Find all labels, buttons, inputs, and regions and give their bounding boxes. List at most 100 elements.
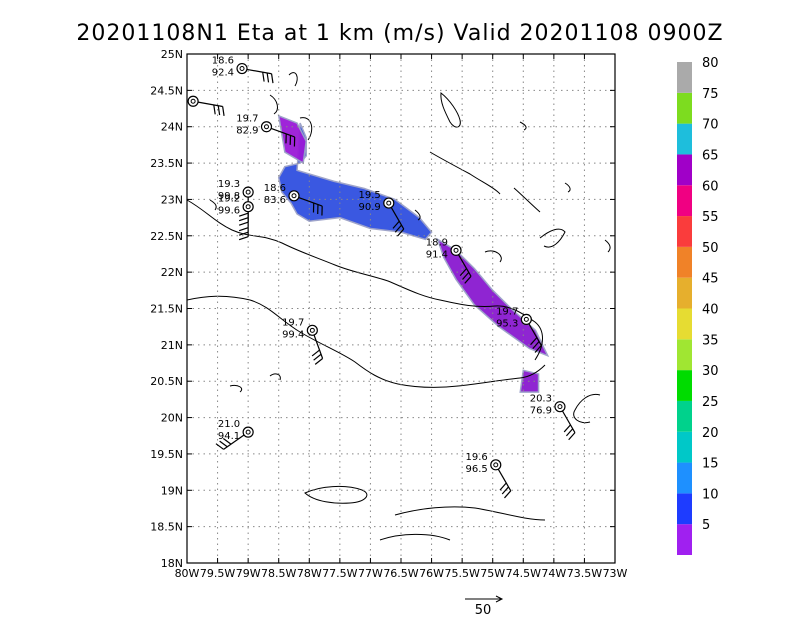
station-observations: 18.692.419.782.919.399.819.299.618.683.6… <box>187 56 576 499</box>
tick-label-y: 21.5N <box>150 303 183 316</box>
station-humidity: 99.8 <box>218 191 240 202</box>
tick-label-y: 24N <box>161 121 183 134</box>
tick-label-x: 80W <box>175 567 200 580</box>
wind-barb-feather <box>219 440 228 448</box>
colorbar-bin <box>677 493 692 525</box>
station-temperature: 19.6 <box>466 452 488 463</box>
station-humidity: 99.6 <box>218 206 240 217</box>
station-humidity: 95.3 <box>496 318 518 329</box>
station-circle-inner <box>245 204 251 210</box>
wind-swath-area <box>277 114 308 165</box>
station-circle-inner <box>245 189 251 195</box>
station-circle-inner <box>523 316 529 322</box>
station-marker <box>187 95 225 116</box>
station-marker: 19.299.6 <box>218 194 254 241</box>
wind-barb-feather <box>568 432 576 441</box>
station-marker: 19.590.9 <box>359 190 405 237</box>
wind-barb-feather <box>394 224 402 233</box>
station-humidity: 76.9 <box>530 406 552 417</box>
colorbar-label: 30 <box>702 364 719 379</box>
tick-label-x: 79.5W <box>200 567 235 580</box>
colorbar-bin <box>677 462 692 494</box>
tick-label-x: 78.5W <box>261 567 296 580</box>
wind-barb-feather <box>499 482 507 491</box>
coastline-segment <box>604 239 611 253</box>
station-circle-outer <box>520 313 532 326</box>
colorbar-bin <box>677 308 692 340</box>
tick-label-y: 22N <box>161 266 183 279</box>
wind-barb-feather <box>534 344 542 353</box>
colorbar-bin <box>677 370 692 401</box>
station-circle-outer <box>242 186 254 198</box>
station-marker: 19.696.5 <box>466 452 512 499</box>
wind-barb-feather <box>238 217 249 222</box>
tick-label-x: 75W <box>480 567 505 580</box>
station-marker: 19.782.9 <box>236 114 296 147</box>
colorbar: 5 10 15 20 25 30 35 40 45 50 55 60 65 70 75 80 <box>677 56 719 555</box>
colorbar-bin <box>677 524 692 555</box>
coastline-segment <box>394 506 546 521</box>
coastlines <box>186 72 611 541</box>
colorbar-label: 65 <box>702 148 719 163</box>
tick-label-x: 77W <box>358 567 383 580</box>
station-circle-outer <box>242 201 254 213</box>
wind-barb-feather <box>501 486 509 495</box>
tick-label-x: 76.5W <box>383 567 418 580</box>
colorbar-label: 45 <box>702 272 719 287</box>
station-humidity: 90.9 <box>359 202 381 213</box>
reference-vector: 50 <box>465 595 504 618</box>
coastline-segment <box>539 228 566 248</box>
coastline-segment <box>288 72 298 87</box>
wind-barb-feather <box>266 72 270 83</box>
coastline-segment <box>229 385 243 393</box>
colorbar-label: 10 <box>702 487 719 502</box>
station-circle-outer <box>554 401 566 413</box>
wind-barb-feather <box>238 212 249 217</box>
station-temperature: 21.0 <box>218 419 240 430</box>
colorbar-bin <box>677 123 692 155</box>
wind-barb-feather <box>238 231 249 236</box>
colorbar-bin <box>677 339 692 371</box>
coastline-segment <box>304 485 368 504</box>
colorbar-label: 50 <box>702 241 719 256</box>
tick-label-x: 78W <box>297 567 322 580</box>
tick-label-y: 23N <box>161 193 183 206</box>
longitude-ticks: 80W 79.5W 79W 78.5W 78W 77.5W 77W 76.5W 76W 75.5W… <box>175 54 628 580</box>
colorbar-label: 20 <box>702 426 719 441</box>
figure-title: 20201108N1 Eta at 1 km (m/s) Valid 20201… <box>76 21 723 46</box>
station-circle-inner <box>245 429 251 435</box>
station-humidity: 92.4 <box>212 68 234 79</box>
wind-barb-feather <box>462 272 470 280</box>
station-circle-inner <box>263 124 269 130</box>
tick-label-x: 73W <box>603 567 628 580</box>
wind-barb-feather <box>215 443 224 450</box>
wind-barb-shaft <box>246 68 272 75</box>
station-temperature: 20.3 <box>530 394 552 405</box>
wind-swath-area <box>436 237 550 358</box>
wind-barb-shaft <box>313 334 324 359</box>
tick-label-x: 73.5W <box>567 567 602 580</box>
wind-barb-feather <box>213 104 216 115</box>
wind-barb-feather <box>311 349 320 357</box>
coastline-segment <box>440 92 461 128</box>
colorbar-label: 75 <box>702 87 719 102</box>
station-circle-outer <box>187 95 199 107</box>
colorbar-bin <box>677 431 692 463</box>
wind-barb-feather <box>262 72 265 82</box>
colorbar-bin <box>677 185 692 217</box>
reference-vector-label: 50 <box>475 603 492 618</box>
tick-label-x: 79W <box>236 567 261 580</box>
colorbar-bin <box>677 277 692 309</box>
colorbar-label: 55 <box>702 210 719 225</box>
station-marker: 20.376.9 <box>530 394 576 441</box>
tick-label-y: 20N <box>161 412 183 425</box>
station-temperature: 18.6 <box>212 56 234 67</box>
station-marker: 18.683.6 <box>264 183 323 216</box>
tick-label-y: 23.5N <box>150 157 183 170</box>
tick-label-y: 18.5N <box>150 521 183 534</box>
coastline-segment <box>269 94 278 115</box>
station-circle-outer <box>260 121 273 133</box>
station-circle-inner <box>557 404 563 410</box>
wind-barb-feather <box>222 438 232 445</box>
colorbar-bin <box>677 154 692 186</box>
